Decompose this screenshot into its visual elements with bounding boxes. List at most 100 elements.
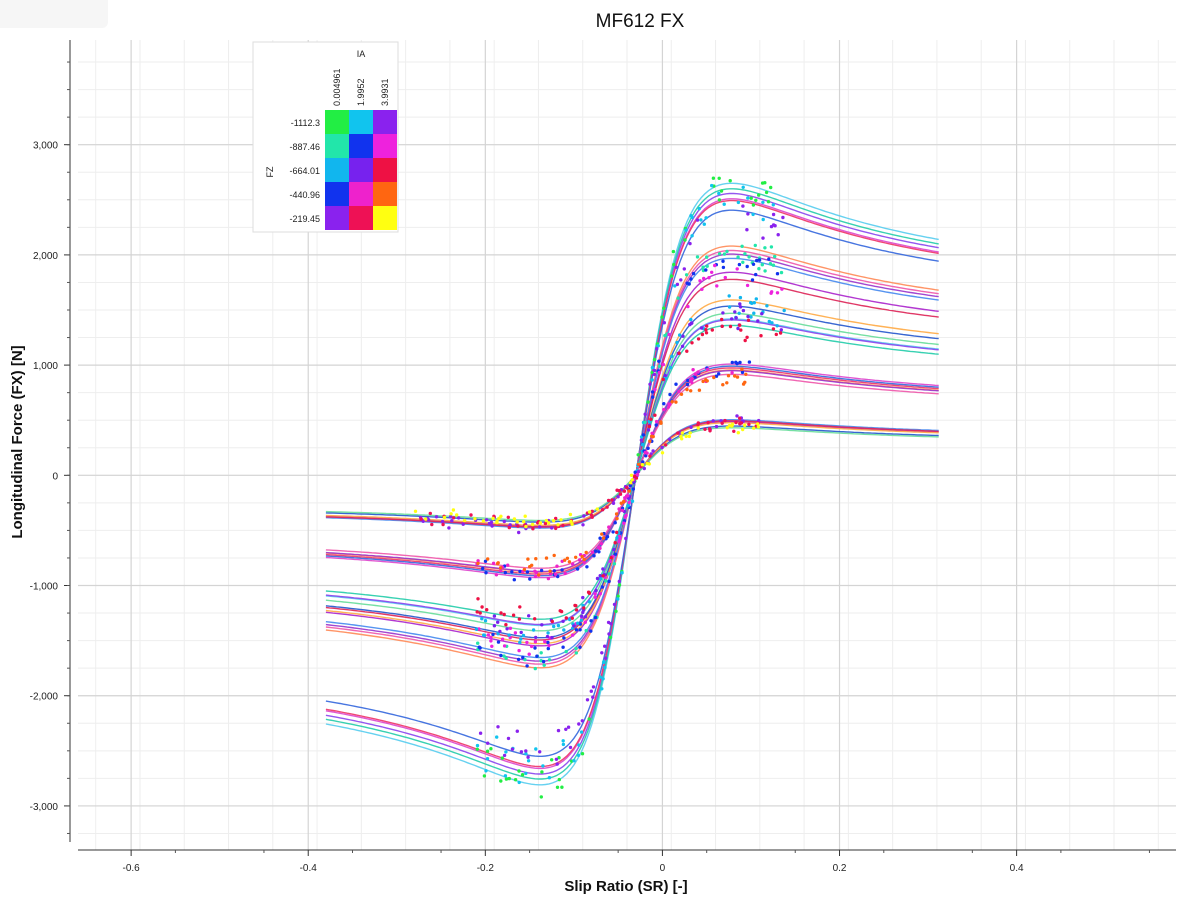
data-point — [761, 236, 765, 240]
data-point — [780, 287, 784, 291]
data-point — [486, 633, 490, 637]
axes: -0.6 -0.4 -0.2 0 0.2 0.4 -3,000 -2,000 -1,000 0 1,… — [30, 40, 1176, 874]
data-point — [589, 619, 593, 623]
data-point — [773, 254, 777, 259]
data-point — [478, 611, 482, 615]
data-point — [710, 183, 714, 188]
data-point — [735, 414, 739, 418]
data-point — [676, 431, 680, 435]
data-point — [662, 407, 666, 412]
legend[interactable]: IA 0.004961 1.9952 3.9931 FZ -1112.3 -887.46 -6… — [252, 41, 399, 233]
data-point — [561, 523, 565, 528]
data-point — [608, 635, 613, 640]
data-point — [462, 518, 467, 523]
data-point — [707, 427, 712, 431]
data-point — [653, 387, 657, 392]
data-point — [654, 419, 659, 424]
data-point — [499, 611, 503, 615]
data-point — [717, 372, 721, 376]
data-point — [595, 507, 599, 511]
data-point — [600, 532, 604, 536]
data-point — [518, 640, 522, 645]
data-point — [502, 644, 507, 648]
data-point — [499, 514, 503, 518]
data-point — [419, 517, 423, 521]
data-point — [757, 267, 761, 271]
data-point — [710, 328, 714, 332]
data-point — [683, 238, 687, 242]
legend-swatch — [325, 158, 349, 182]
data-point — [755, 258, 759, 263]
data-point — [582, 514, 586, 518]
data-point — [449, 512, 453, 516]
data-point — [496, 632, 500, 636]
data-point — [513, 778, 518, 782]
data-point — [607, 579, 611, 584]
data-point — [721, 265, 726, 270]
data-point — [645, 451, 649, 455]
data-point — [543, 521, 548, 526]
data-point — [503, 570, 507, 575]
data-point — [580, 614, 584, 618]
data-point — [648, 439, 652, 443]
data-point — [580, 554, 584, 559]
data-point — [689, 389, 693, 393]
data-point — [732, 429, 736, 433]
data-point — [506, 736, 511, 741]
data-point — [646, 400, 650, 404]
data-point — [668, 402, 672, 407]
data-point — [743, 380, 747, 384]
data-point — [455, 513, 459, 517]
data-point — [606, 498, 611, 503]
fit-curve — [325, 373, 939, 569]
data-point — [597, 550, 601, 554]
data-point — [630, 499, 635, 503]
data-point — [676, 296, 680, 300]
data-point — [714, 374, 719, 378]
data-point — [714, 424, 719, 429]
data-point — [704, 216, 708, 220]
data-point — [533, 646, 537, 650]
data-point — [452, 516, 456, 520]
data-point — [601, 536, 606, 540]
fit-curve — [325, 209, 939, 757]
data-point — [495, 520, 499, 525]
data-point — [481, 519, 486, 523]
data-point — [670, 400, 674, 404]
data-point — [686, 378, 690, 383]
data-point — [500, 637, 505, 641]
data-point — [498, 629, 502, 634]
data-point — [746, 318, 751, 322]
data-point — [598, 536, 602, 540]
data-point — [778, 331, 783, 335]
data-point — [506, 563, 510, 567]
data-point — [584, 550, 588, 555]
data-point — [688, 431, 692, 435]
data-point — [491, 632, 495, 637]
data-point — [667, 332, 671, 337]
data-point — [594, 549, 598, 553]
data-point — [726, 374, 731, 378]
data-point — [728, 179, 732, 183]
data-point — [560, 568, 564, 572]
data-point — [747, 255, 751, 259]
data-point — [613, 521, 617, 525]
data-point — [721, 383, 725, 387]
legend-row-label: -664.01 — [289, 166, 320, 176]
data-point — [486, 741, 490, 745]
data-point — [664, 443, 668, 447]
data-point — [456, 516, 461, 520]
data-point — [738, 422, 742, 426]
data-point — [635, 472, 640, 477]
data-point — [650, 431, 654, 435]
data-point — [580, 752, 585, 756]
data-point — [668, 365, 672, 370]
data-point — [699, 218, 703, 222]
data-point — [688, 241, 692, 246]
data-point — [751, 203, 756, 207]
y-tick-label: 2,000 — [33, 251, 58, 262]
data-point — [556, 728, 561, 733]
data-point — [704, 268, 708, 272]
data-point — [482, 774, 487, 778]
data-point — [600, 585, 604, 589]
